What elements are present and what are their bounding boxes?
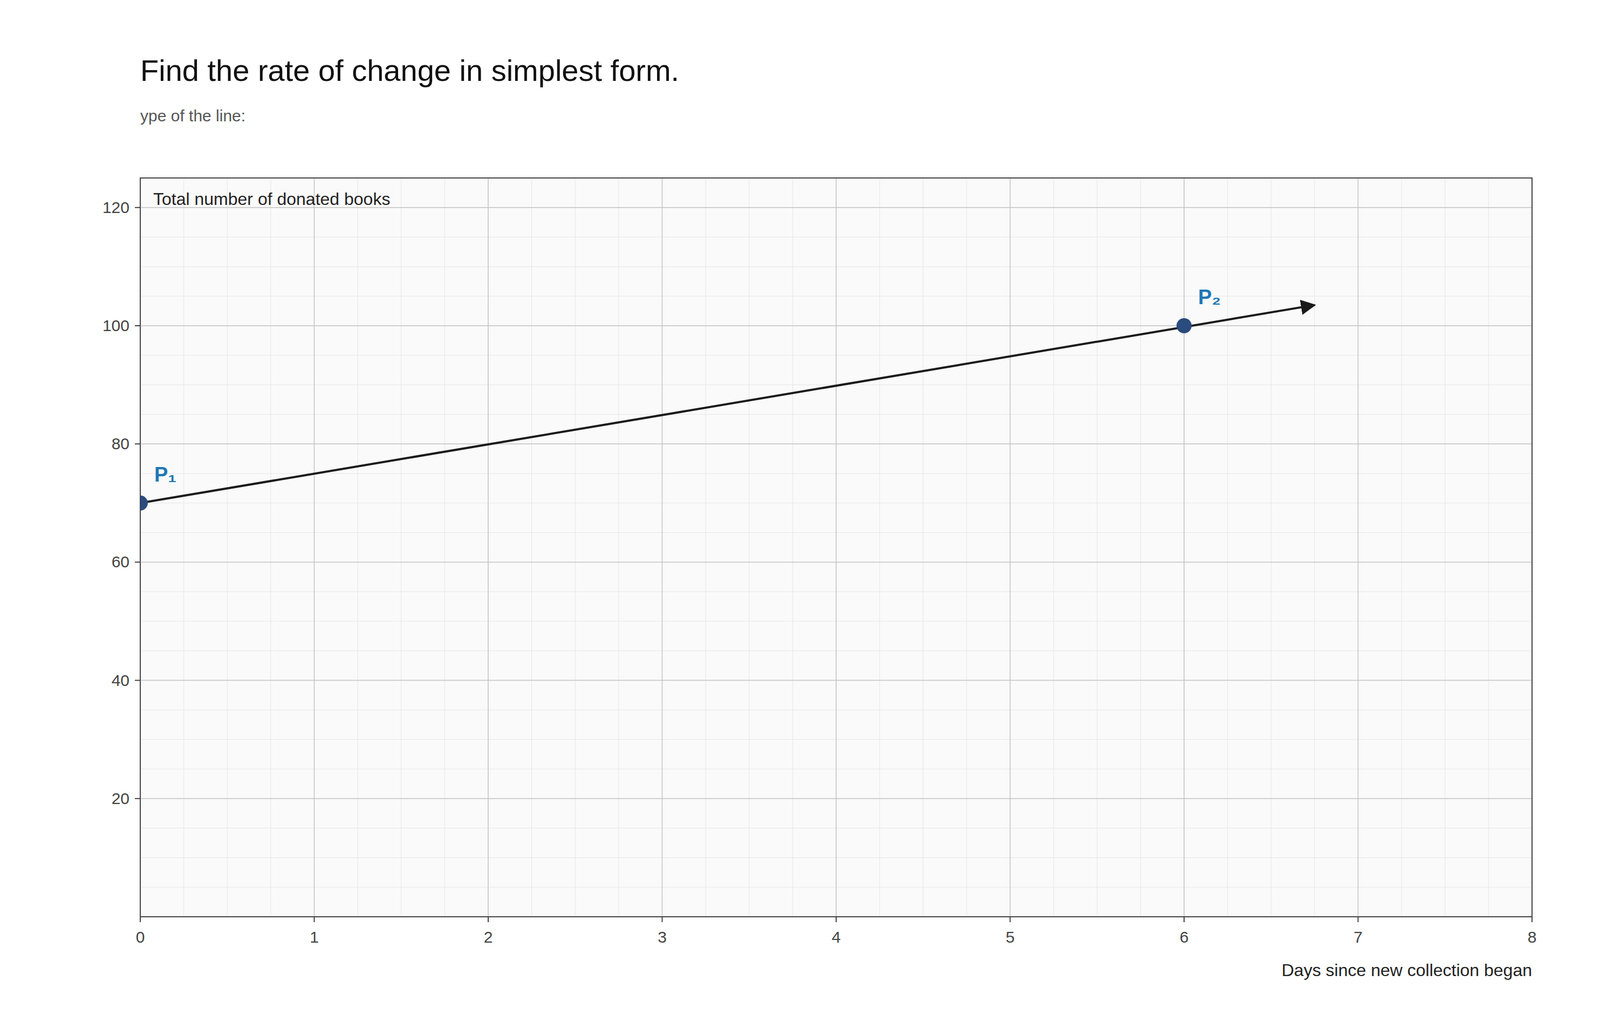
point-label: P₂ <box>1198 285 1221 309</box>
minor-grid-line <box>879 178 880 918</box>
x-tick <box>835 917 837 923</box>
y-tick <box>134 325 141 327</box>
minor-grid-line <box>140 562 1533 563</box>
y-tick-label: 20 <box>111 789 130 808</box>
minor-grid-line <box>140 680 1533 681</box>
minor-grid-line <box>966 178 967 918</box>
x-tick-label: 1 <box>309 928 319 947</box>
y-tick <box>134 798 141 800</box>
x-tick <box>139 917 141 923</box>
x-tick <box>661 917 663 923</box>
minor-grid-line <box>313 178 315 918</box>
grid-line <box>487 178 489 918</box>
y-tick <box>134 207 141 209</box>
minor-grid-line <box>1096 178 1098 918</box>
y-tick <box>134 443 141 445</box>
minor-grid-line <box>227 178 228 918</box>
point-label: P₁ <box>154 463 177 487</box>
subtitle: ype of the line: <box>140 106 246 125</box>
x-axis-label: Days since new collection began <box>1281 960 1533 981</box>
minor-grid-line <box>1053 178 1055 918</box>
grid <box>140 178 1533 918</box>
minor-grid-line <box>488 178 489 918</box>
y-axis-label: Total number of donated books <box>153 189 391 209</box>
x-tick-label: 4 <box>831 928 841 947</box>
x-tick <box>313 917 316 923</box>
background <box>0 0 1600 1023</box>
minor-grid-line <box>183 178 184 918</box>
y-tick-label: 100 <box>102 316 130 335</box>
grid-line <box>140 443 1533 445</box>
x-tick-label: 7 <box>1353 928 1363 947</box>
grid-line <box>1183 178 1185 918</box>
grid-line <box>1009 178 1011 918</box>
minor-grid-line <box>400 178 402 918</box>
minor-grid-line <box>1009 178 1011 918</box>
minor-grid-line <box>140 325 1533 327</box>
grid-line <box>140 325 1533 327</box>
minor-grid-line <box>748 178 750 918</box>
x-tick-label: 3 <box>657 928 667 947</box>
minor-grid-line <box>618 178 619 918</box>
minor-grid-line <box>836 178 837 918</box>
x-tick <box>1357 917 1359 923</box>
y-tick <box>134 561 141 563</box>
x-tick-label: 0 <box>135 928 146 947</box>
grid-line <box>313 178 316 918</box>
grid-line <box>661 178 663 918</box>
grid-line <box>140 798 1533 800</box>
line <box>140 305 1315 504</box>
minor-grid-line <box>922 178 924 918</box>
minor-grid-line <box>531 178 532 918</box>
chart-svg: Find the rate of change in simplest form… <box>0 0 1600 1023</box>
y-tick-label: 80 <box>111 434 130 453</box>
minor-grid-line <box>140 443 1533 445</box>
title: Find the rate of change in simplest form… <box>140 53 680 88</box>
minor-grid-line <box>140 798 1533 799</box>
minor-grid-line <box>661 178 663 918</box>
x-tick <box>487 917 489 923</box>
minor-grid-line <box>705 178 707 918</box>
point-labels: P₁ P₂ <box>154 285 1221 487</box>
minor-grid-line <box>444 178 446 918</box>
minor-grid-line <box>575 178 576 918</box>
point <box>1176 318 1192 334</box>
plot-frame <box>140 178 1533 918</box>
x-tick-label: 2 <box>483 928 494 947</box>
y-tick <box>134 680 141 682</box>
plot-area <box>140 178 1533 918</box>
point <box>140 495 148 511</box>
minor-grid-line <box>1314 178 1315 918</box>
x-tick-label: 6 <box>1179 928 1189 947</box>
minor-grid-line <box>1270 178 1272 918</box>
minor-grid-line <box>357 178 359 918</box>
minor-grid-line <box>1401 178 1403 918</box>
x-tick <box>1009 917 1011 923</box>
minor-grid-line <box>1357 178 1359 918</box>
minor-grid-line <box>1488 178 1489 918</box>
minor-grid-line <box>792 178 793 918</box>
marks <box>140 305 1315 511</box>
x-tick-label: 5 <box>1005 928 1015 947</box>
grid-line <box>140 680 1533 682</box>
grid-line <box>835 178 837 918</box>
minor-grid-line <box>1227 178 1228 918</box>
x-tick <box>1531 917 1533 923</box>
grid-line <box>1357 178 1359 918</box>
y-tick-label: 40 <box>111 671 130 690</box>
minor-grid-line <box>1184 178 1185 918</box>
x-tick <box>1183 917 1185 923</box>
grid-line <box>140 562 1533 564</box>
x-tick-label: 8 <box>1527 928 1537 947</box>
y-tick-label: 60 <box>111 552 130 571</box>
minor-grid-line <box>1140 178 1141 918</box>
chart-container: Find the rate of change in simplest form… <box>0 0 1600 1023</box>
axes: 0 1 2 3 4 5 6 7 8 20 40 60 80 100 120 <box>102 198 1537 947</box>
y-tick-label: 120 <box>102 198 130 217</box>
minor-grid-line <box>270 178 271 918</box>
minor-grid-line <box>1444 178 1446 918</box>
